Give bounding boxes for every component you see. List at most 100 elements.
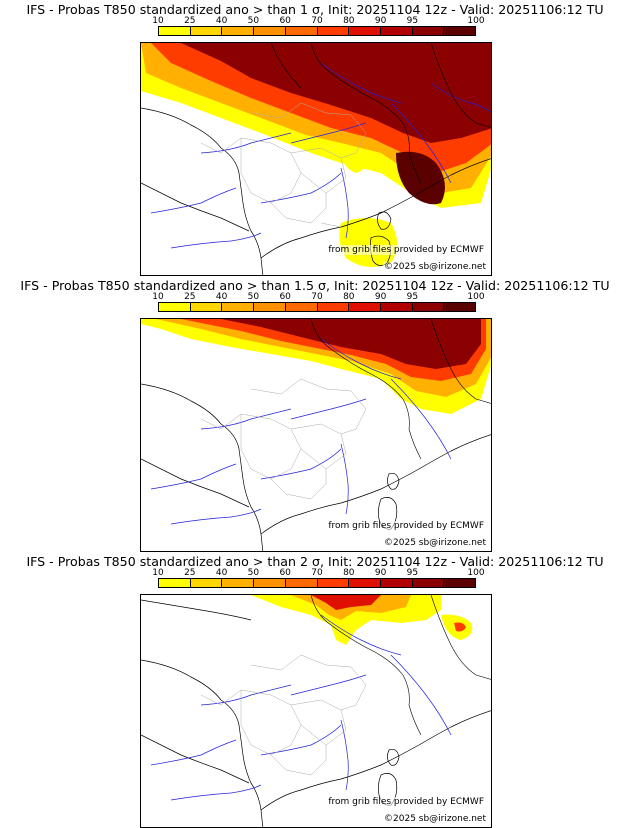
borders	[200, 378, 367, 500]
colorbar-tick-label: 80	[343, 16, 355, 26]
colorbar-segment	[159, 27, 191, 35]
colorbar-tick-label: 60	[279, 16, 291, 26]
colorbar-tick-label: 10	[152, 16, 164, 26]
panel-sigma-2: IFS - Probas T850 standardized ano > tha…	[0, 552, 630, 828]
colorbar-tick-label: 100	[467, 292, 485, 302]
colorbar-tick-label: 80	[343, 292, 355, 302]
colorbar-tick-label: 80	[343, 568, 355, 578]
probability-field	[251, 595, 473, 645]
colorbar-tick-label: 90	[374, 16, 387, 26]
rivers	[150, 62, 491, 249]
colorbar-tick-label: 25	[184, 292, 196, 302]
panel-sigma-1-5: IFS - Probas T850 standardized ano > tha…	[0, 276, 630, 552]
colorbar-tick-label: 10	[152, 292, 164, 302]
colorbar-labels: 10 25 40 50 60 70 80 90 95 100	[152, 292, 484, 302]
colorbar-segment	[349, 579, 381, 587]
colorbar-tick-label: 40	[215, 568, 228, 578]
credit-copyright: ©2025 sb@irizone.net	[383, 538, 487, 548]
colorbar-segment	[190, 303, 223, 311]
colorbar-tick-label: 70	[311, 16, 323, 26]
colorbar-segment	[254, 303, 286, 311]
colorbar-segment	[254, 579, 286, 587]
colorbar-segment	[412, 27, 445, 35]
colorbar-segment	[285, 579, 318, 587]
colorbar-segment	[285, 27, 318, 35]
colorbar-segment	[190, 27, 223, 35]
colorbar	[158, 26, 476, 36]
colorbar-tick-label: 100	[467, 16, 485, 26]
colorbar-tick-label: 50	[247, 292, 260, 302]
map-canvas	[141, 319, 491, 551]
probability-field	[141, 43, 491, 267]
colorbar-tick-label: 100	[467, 568, 485, 578]
colorbar-segment	[380, 27, 413, 35]
colorbar-segment	[444, 27, 476, 35]
prob-80	[311, 595, 381, 610]
probability-field	[141, 319, 491, 414]
colorbar-tick-label: 25	[184, 568, 196, 578]
borders	[200, 654, 367, 776]
panel-title: IFS - Probas T850 standardized ano > tha…	[26, 554, 604, 569]
prob-95-italy	[396, 151, 445, 205]
colorbar-tick-label: 95	[406, 568, 419, 578]
country-borders	[310, 595, 491, 736]
colorbar-tick-label: 50	[247, 16, 260, 26]
colorbar-tick-label: 70	[311, 292, 323, 302]
credit-grib: from grib files provided by ECMWF	[327, 521, 485, 531]
country-borders	[310, 319, 491, 460]
prob-90	[221, 319, 481, 369]
colorbar-segment	[444, 303, 476, 311]
panel-sigma-1: IFS - Probas T850 standardized ano > tha…	[0, 0, 630, 276]
colorbar-segment	[317, 579, 350, 587]
coastlines	[141, 599, 491, 827]
rivers	[150, 338, 452, 525]
colorbar-tick-label: 60	[279, 568, 291, 578]
probability-map: from grib files provided by ECMWF ©2025 …	[140, 594, 492, 828]
colorbar-tick-label: 40	[215, 16, 228, 26]
credit-grib: from grib files provided by ECMWF	[327, 797, 485, 807]
coastlines	[141, 383, 491, 551]
colorbar	[158, 578, 476, 588]
borders	[200, 102, 367, 228]
colorbar-segment	[222, 303, 255, 311]
prob-70-alps	[454, 622, 466, 632]
colorbar-tick-label: 10	[152, 568, 164, 578]
colorbar-tick-label: 90	[374, 568, 387, 578]
map-canvas	[141, 43, 491, 275]
colorbar-segment	[159, 579, 191, 587]
colorbar-labels: 10 25 40 50 60 70 80 90 95 100	[152, 16, 484, 26]
panel-title: IFS - Probas T850 standardized ano > tha…	[20, 278, 610, 293]
colorbar-segment	[380, 579, 413, 587]
prob-90	[181, 43, 491, 143]
credit-copyright: ©2025 sb@irizone.net	[383, 262, 487, 272]
colorbar-segment	[285, 303, 318, 311]
colorbar-segment	[254, 27, 286, 35]
colorbar-tick-label: 70	[311, 568, 323, 578]
colorbar-segment	[317, 27, 350, 35]
colorbar-segment	[412, 579, 445, 587]
colorbar-tick-label: 60	[279, 292, 291, 302]
colorbar-tick-label: 25	[184, 16, 196, 26]
colorbar-segment	[380, 303, 413, 311]
colorbar-tick-label: 50	[247, 568, 260, 578]
colorbar-segment	[349, 27, 381, 35]
colorbar-labels: 10 25 40 50 60 70 80 90 95 100	[152, 568, 484, 578]
colorbar-segment	[349, 303, 381, 311]
probability-map: from grib files provided by ECMWF ©2025 …	[140, 318, 492, 552]
colorbar-tick-label: 95	[406, 292, 419, 302]
colorbar	[158, 302, 476, 312]
colorbar-tick-label: 95	[406, 16, 419, 26]
country-borders	[270, 43, 491, 184]
prob-40	[291, 595, 411, 620]
colorbar-segment	[412, 303, 445, 311]
rivers	[150, 614, 452, 801]
colorbar-segment	[222, 579, 255, 587]
colorbar-tick-label: 90	[374, 292, 387, 302]
prob-10-cevennes	[341, 146, 368, 173]
credit-copyright: ©2025 sb@irizone.net	[383, 814, 487, 824]
colorbar-segment	[190, 579, 223, 587]
probability-map: from grib files provided by ECMWF ©2025 …	[140, 42, 492, 276]
credit-grib: from grib files provided by ECMWF	[327, 245, 485, 255]
colorbar-tick-label: 40	[215, 292, 228, 302]
colorbar-segment	[317, 303, 350, 311]
